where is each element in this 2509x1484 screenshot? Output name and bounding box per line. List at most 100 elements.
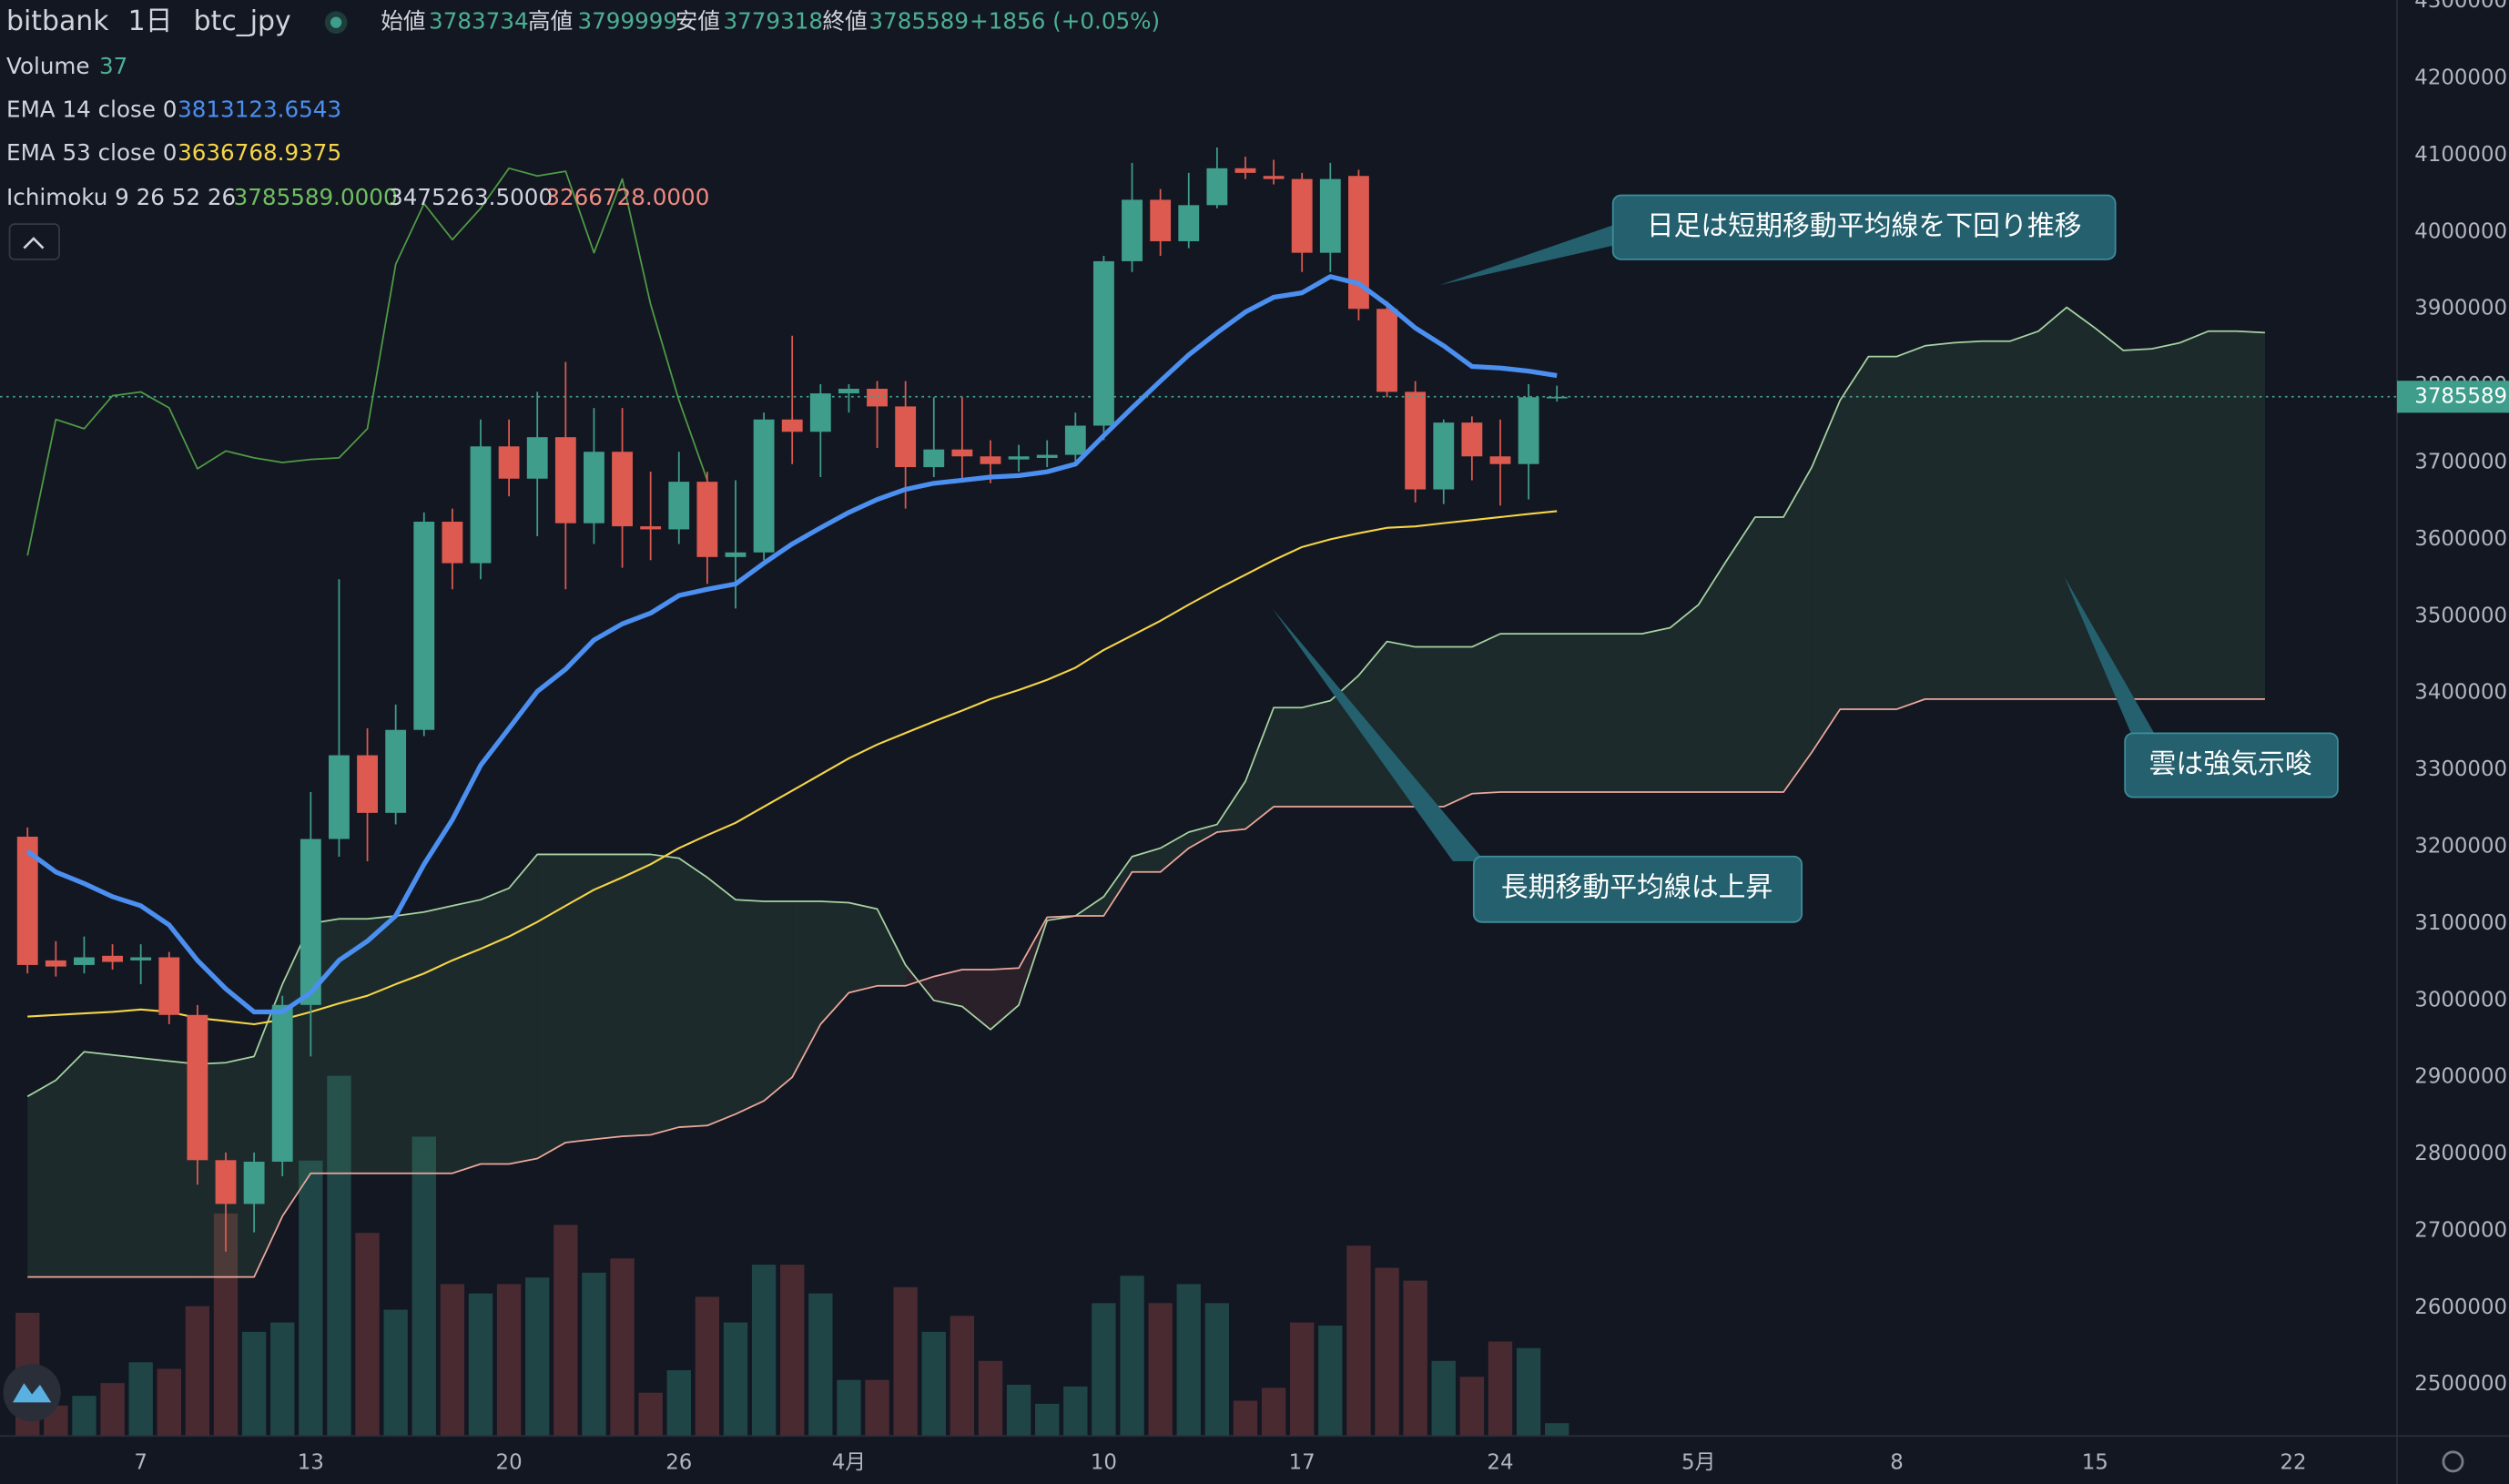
candle-body	[74, 957, 95, 965]
collapse-icon	[23, 237, 45, 249]
cloud-fill	[1103, 856, 1133, 916]
volume-bar	[1035, 1403, 1060, 1437]
status-dot	[330, 16, 342, 28]
volume-bar	[1006, 1385, 1031, 1437]
cloud-fill	[1529, 634, 1558, 793]
candle-body	[498, 446, 520, 479]
cloud-fill	[2038, 307, 2067, 699]
axes: 2500000 2600000 2700000 2800000 2900000 30000…	[134, 0, 2509, 1475]
volume-bar	[496, 1284, 522, 1437]
candle-body	[1461, 422, 1483, 457]
volume-bar	[610, 1258, 635, 1437]
cloud-fill	[1499, 634, 1529, 793]
candle-body	[357, 755, 378, 813]
annotation: 雲は強気示唆	[2149, 748, 2312, 780]
cloud-fill	[764, 900, 793, 1102]
plot-area	[0, 147, 2397, 1437]
y-tick-label: 2700000	[2414, 1218, 2507, 1242]
candle-body	[951, 449, 973, 457]
ema53-value: 3636768.9375	[178, 139, 341, 166]
x-tick-label: 20	[496, 1451, 523, 1475]
candle-body	[584, 452, 604, 523]
logo-icon	[13, 1383, 52, 1403]
candle-body	[1376, 309, 1397, 392]
exchange: bitbank	[6, 5, 109, 37]
x-tick-label: 24	[1487, 1451, 1513, 1475]
cloud-fill	[140, 1058, 169, 1277]
y-tick-label: 4000000	[2414, 219, 2507, 243]
candle-body	[1036, 454, 1058, 458]
y-tick-label: 2600000	[2414, 1296, 2507, 1319]
ema14-value: 3813123.6543	[178, 96, 341, 122]
callout-box	[1472, 855, 1803, 923]
interval[interactable]: 1日	[128, 5, 173, 37]
cloud-fill	[112, 1054, 141, 1277]
cloud-fill	[1981, 341, 2010, 699]
candle-body	[187, 1014, 208, 1161]
volume-bar	[355, 1233, 380, 1437]
callout-box	[2124, 732, 2339, 798]
x-tick-label: 26	[665, 1451, 692, 1475]
candle-body	[470, 446, 492, 564]
volume-bar	[751, 1265, 777, 1437]
cloud-fill	[706, 877, 736, 1126]
x-tick-label: 4月	[832, 1451, 866, 1475]
candle-body	[526, 437, 548, 479]
volume-bar	[666, 1370, 691, 1437]
volume-bar	[1261, 1387, 1286, 1437]
cloud-fill	[594, 854, 623, 1140]
cloud-fill	[1641, 627, 1671, 793]
ichimoku-legend[interactable]: Ichimoku 9 26 52 26	[6, 184, 236, 210]
cloud-fill	[2123, 349, 2152, 699]
volume-bar	[1375, 1267, 1399, 1437]
candle-body	[271, 1004, 293, 1162]
volume-bar	[1063, 1386, 1088, 1437]
volume-bar	[327, 1075, 351, 1437]
cloud-fill	[339, 919, 368, 1174]
candle-body	[45, 960, 66, 967]
collapse-button[interactable]	[8, 223, 60, 260]
volume-bar	[440, 1284, 465, 1437]
candle-body	[554, 437, 576, 523]
cloud-fill	[1585, 634, 1614, 793]
y-tick-label: 2500000	[2414, 1372, 2507, 1396]
candle-body	[158, 957, 180, 1015]
last-price-label: 3785589	[2414, 384, 2507, 408]
volume-bar	[893, 1286, 918, 1437]
cloud-fill	[1754, 516, 1784, 793]
volume-bar	[978, 1360, 1003, 1437]
cloud-fill	[1613, 634, 1642, 793]
cloud-fill	[509, 854, 538, 1164]
ema53-legend[interactable]: EMA 53 close 0	[6, 139, 177, 166]
candle-body	[215, 1160, 237, 1204]
volume-bar	[582, 1272, 606, 1437]
logo-button[interactable]	[3, 1364, 61, 1422]
volume-bar	[1318, 1326, 1343, 1437]
cloud-fill	[1415, 646, 1444, 808]
cloud-fill	[990, 968, 1020, 1030]
ichimoku-value: 3785589.0000	[234, 184, 398, 210]
cloud-fill	[1443, 646, 1472, 808]
volume-legend[interactable]: Volume	[6, 53, 90, 79]
candle-body	[867, 389, 888, 407]
low-label: 安値	[676, 8, 720, 35]
y-tick-label: 3700000	[2414, 451, 2507, 474]
volume-bar	[299, 1160, 323, 1437]
cloud-fill	[1698, 560, 1727, 793]
candle-body	[1178, 205, 1200, 241]
settings-button[interactable]	[2442, 1450, 2464, 1473]
cloud-fill	[2151, 342, 2180, 699]
candle-body	[1518, 397, 1539, 464]
candle-body	[1433, 422, 1455, 490]
candle-body	[923, 449, 945, 468]
y-tick-label: 2900000	[2414, 1065, 2507, 1089]
ema14-legend[interactable]: EMA 14 close 0	[6, 96, 177, 122]
cloud-fill	[877, 909, 906, 986]
volume-bar	[185, 1306, 210, 1437]
cloud-fill	[792, 900, 821, 1078]
candle-body	[102, 955, 123, 962]
cloud-fill	[650, 854, 679, 1135]
cloud-fill	[27, 1080, 56, 1277]
